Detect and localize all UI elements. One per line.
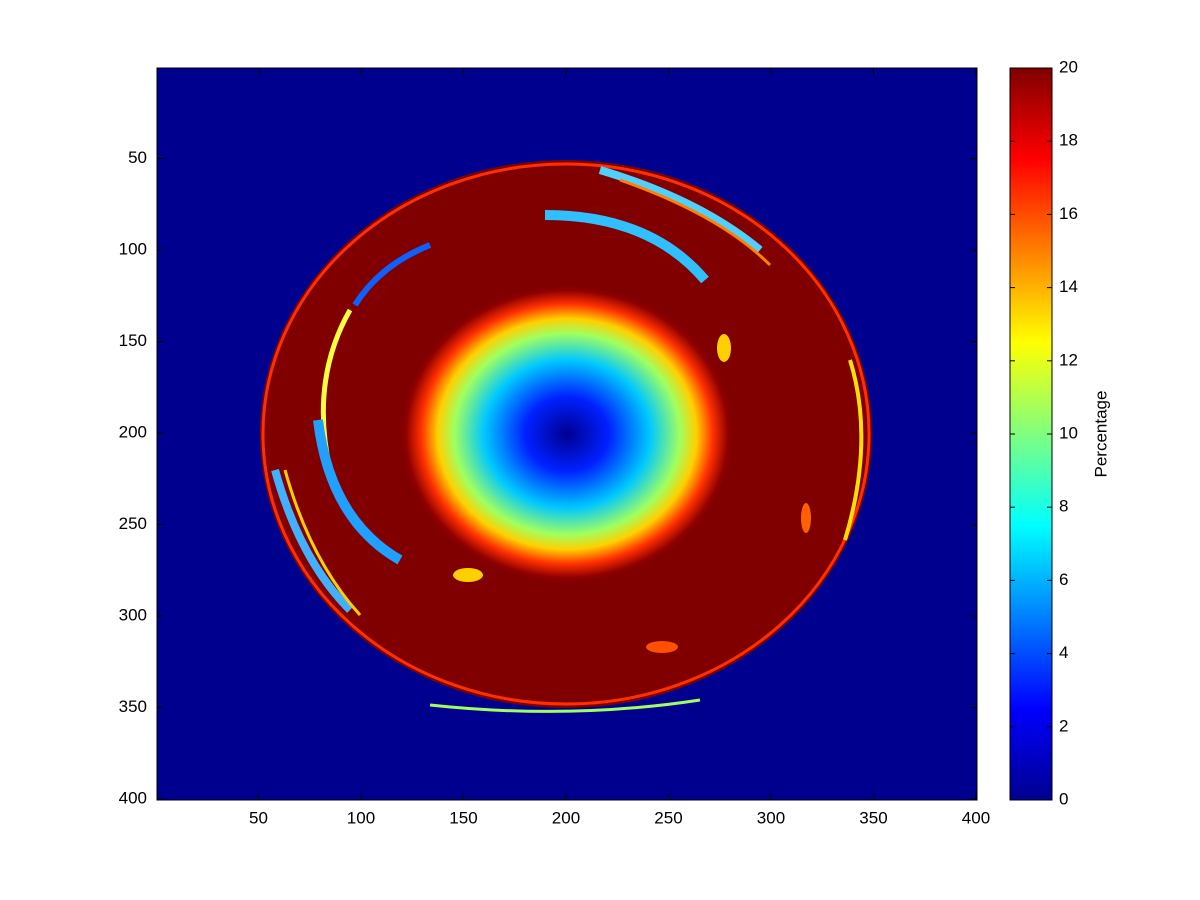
colorbar-tick-label: 4 — [1059, 643, 1068, 662]
x-tick-label: 100 — [347, 808, 375, 827]
colorbar-tick-label: 18 — [1059, 131, 1078, 150]
spot — [717, 334, 731, 362]
arc — [313, 419, 403, 565]
colorbar — [1009, 67, 1053, 801]
y-tick-label: 400 — [119, 789, 147, 808]
y-tick-label: 250 — [119, 514, 147, 533]
colorbar-tick-label: 2 — [1059, 716, 1068, 735]
x-tick-label: 150 — [449, 808, 477, 827]
colorbar-tick-label: 16 — [1059, 204, 1078, 223]
rim — [261, 162, 871, 706]
x-tick-label: 300 — [757, 808, 785, 827]
y-tick-label: 150 — [119, 331, 147, 350]
spot — [801, 503, 811, 533]
axes-box — [156, 67, 978, 801]
arc — [352, 242, 432, 307]
x-tick-label: 200 — [552, 808, 580, 827]
colorbar-tick-label: 8 — [1059, 497, 1068, 516]
arc — [271, 468, 353, 613]
colorbar-label: Percentage — [1091, 391, 1110, 478]
spot — [646, 641, 678, 653]
y-tick-label: 100 — [119, 240, 147, 259]
rim-arc — [843, 359, 864, 541]
arc — [598, 166, 763, 254]
colorbar-tick-label: 6 — [1059, 570, 1068, 589]
colorbar-tick-label: 0 — [1059, 789, 1068, 808]
arc — [619, 178, 772, 267]
y-tick-label: 50 — [128, 148, 147, 167]
x-tick-label: 50 — [249, 808, 268, 827]
y-tick-label: 300 — [119, 606, 147, 625]
core — [401, 286, 733, 582]
arc — [283, 469, 362, 617]
spot — [453, 568, 483, 582]
colorbar-tick-label: 12 — [1059, 350, 1078, 369]
x-tick-label: 350 — [859, 808, 887, 827]
colorbar-tick-label: 14 — [1059, 277, 1078, 296]
colorbar-tick-label: 10 — [1059, 423, 1078, 442]
x-tick-label: 250 — [654, 808, 682, 827]
x-tick-label: 400 — [962, 808, 990, 827]
colorbar-tick-label: 20 — [1059, 57, 1078, 76]
y-tick-label: 350 — [119, 697, 147, 716]
image — [157, 68, 977, 800]
arc — [544, 210, 709, 284]
y-tick-label: 200 — [119, 423, 147, 442]
rim-arc — [429, 698, 701, 713]
